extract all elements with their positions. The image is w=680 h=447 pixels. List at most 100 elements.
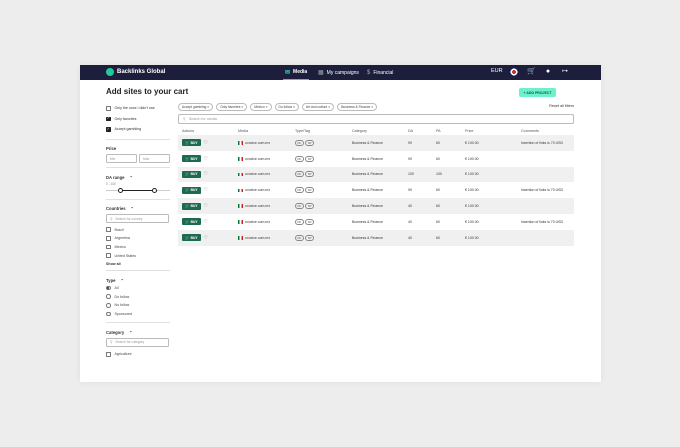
heart-icon[interactable]: ♡ <box>203 139 209 146</box>
buy-button[interactable]: 🛒 BUY <box>182 139 201 147</box>
da-range-header[interactable]: DA range ⌃ <box>106 175 170 180</box>
buy-button[interactable]: 🛒 BUY <box>182 170 201 178</box>
results-panel: Accept gambling × Only favorites × Mexic… <box>178 103 574 246</box>
media-link[interactable]: ovoxice.com.mx <box>245 188 271 193</box>
nav-financial[interactable]: $ Financial <box>365 65 395 80</box>
col-price[interactable]: Price <box>465 129 474 133</box>
country-option[interactable]: Argentina <box>106 234 170 243</box>
col-comments[interactable]: Comments <box>521 129 539 133</box>
buy-button[interactable]: 🛒 BUY <box>182 155 201 163</box>
filter-gambling[interactable]: ✓ Accept gambling <box>106 124 170 135</box>
type-option-no-follow[interactable]: No follow <box>106 301 170 310</box>
media-link[interactable]: ovoxice.com.mx <box>245 219 271 224</box>
buy-button[interactable]: 🛒 BUY <box>182 234 201 242</box>
media-link[interactable]: ovoxice.com.mx <box>245 140 271 145</box>
type-option-do-follow[interactable]: Do follow <box>106 292 170 301</box>
col-da[interactable]: DA <box>408 129 414 133</box>
heart-icon[interactable]: ♡ <box>203 155 209 162</box>
checkbox[interactable] <box>106 352 111 357</box>
brand-logo[interactable]: Backlinks Global <box>106 68 165 76</box>
checkbox[interactable] <box>106 227 111 232</box>
checkbox[interactable] <box>106 253 111 258</box>
media-link[interactable]: ovoxice.com.mx <box>245 156 271 161</box>
checkbox-checked[interactable]: ✓ <box>106 126 111 132</box>
filters-sidebar: Only the once i didn't use ✓ Only favori… <box>106 103 170 359</box>
country-option[interactable]: Mexico <box>106 243 170 252</box>
checkbox[interactable] <box>106 106 111 111</box>
media-link[interactable]: ovoxice.com.mx <box>245 235 271 240</box>
filter-unused[interactable]: Only the once i didn't use <box>106 103 170 114</box>
slider-max-handle[interactable] <box>151 188 157 194</box>
media-cell: ovoxice.com.mx <box>234 182 291 198</box>
nav-media-label: Media <box>293 69 308 75</box>
buy-button[interactable]: 🛒 BUY <box>182 202 201 210</box>
type-tag-cell: DF SP <box>291 135 348 151</box>
user-icon[interactable]: ● <box>545 68 551 75</box>
radio[interactable] <box>106 311 111 317</box>
cart-icon[interactable]: 🛒 <box>527 68 536 75</box>
currency-selector[interactable]: EUR <box>491 68 503 74</box>
language-flag-icon[interactable] <box>510 68 518 76</box>
col-type-tag[interactable]: Type/Tag <box>295 129 310 133</box>
da-range-slider[interactable] <box>106 187 170 195</box>
heart-icon[interactable]: ♡ <box>203 187 209 194</box>
heart-icon[interactable]: ♡ <box>203 218 209 225</box>
type-option-sponsored[interactable]: Sponsored <box>106 310 170 319</box>
mexico-flag-icon <box>238 172 243 177</box>
col-category[interactable]: Category <box>352 129 367 133</box>
country-search-input[interactable]: ⚲ Search for country <box>106 214 169 224</box>
price-min-input[interactable]: Min <box>106 154 137 164</box>
filter-chip[interactable]: Only favorites × <box>216 103 248 111</box>
filter-chip[interactable]: Business & Finance × <box>337 103 378 111</box>
buy-button[interactable]: 🛒 BUY <box>182 218 201 226</box>
heart-icon[interactable]: ♡ <box>203 234 209 241</box>
filter-chip[interactable]: Accept gambling × <box>178 103 214 111</box>
actions-cell: 🛒 BUY ♡ <box>178 214 234 230</box>
checkbox[interactable] <box>106 236 111 241</box>
media-link[interactable]: ovoxice.com.mx <box>245 172 271 177</box>
nav-my-campaigns[interactable]: ▦ My campaigns <box>316 65 361 80</box>
filter-chip[interactable]: Do follow × <box>274 103 299 111</box>
country-option[interactable]: United States <box>106 251 170 260</box>
filter-favorites[interactable]: ✓ Only favorites <box>106 114 170 125</box>
radio[interactable] <box>106 294 111 299</box>
filter-chip[interactable]: Art and culture × <box>301 103 335 111</box>
pa-cell: 60 <box>432 135 461 151</box>
category-header[interactable]: Category ⌃ <box>106 330 170 335</box>
radio-selected[interactable] <box>106 285 111 291</box>
chevron-up-icon: ⌃ <box>120 277 124 283</box>
heart-icon[interactable]: ♡ <box>203 203 209 210</box>
checkbox-label: Only favorites <box>114 116 137 121</box>
radio[interactable] <box>106 303 111 308</box>
col-media[interactable]: Media <box>238 129 249 133</box>
type-option-all[interactable]: All <box>106 284 170 293</box>
show-all-countries-link[interactable]: Show all <box>106 262 121 267</box>
active-filter-chips: Accept gambling × Only favorites × Mexic… <box>178 103 574 111</box>
actions-cell: 🛒 BUY ♡ <box>178 135 234 151</box>
checkbox[interactable] <box>106 244 111 250</box>
media-search-input[interactable]: ⚲ Search for media <box>178 114 574 124</box>
media-link[interactable]: ovoxice.com.mx <box>245 204 271 209</box>
price-max-input[interactable]: Max <box>139 154 170 164</box>
buy-button[interactable]: 🛒 BUY <box>182 186 201 194</box>
mexico-flag-icon <box>238 157 243 161</box>
slider-min-handle[interactable] <box>117 188 123 194</box>
reset-filters-link[interactable]: Reset all filters <box>549 104 574 108</box>
type-tag-cell: DF SP <box>291 198 348 214</box>
type-tag-pill: SP <box>305 139 314 146</box>
nav-media[interactable]: ✉ Media <box>283 65 310 80</box>
checkbox-checked[interactable]: ✓ <box>106 116 111 121</box>
add-project-button[interactable]: + ADD PROJECT <box>519 88 556 97</box>
filter-chip[interactable]: Mexico × <box>250 103 272 111</box>
logout-icon[interactable]: ↦ <box>562 68 568 75</box>
table-row: 🛒 BUY ♡ ovoxice.com.mx DF SP Business & Financ… <box>178 229 574 246</box>
type-tag-pill: SP <box>305 234 314 241</box>
country-option[interactable]: Brazil <box>106 225 170 234</box>
category-search-input[interactable]: ⚲ Search for category <box>106 337 169 347</box>
category-option[interactable]: Agriculture <box>106 350 170 359</box>
type-header[interactable]: Type ⌃ <box>106 278 170 283</box>
countries-header[interactable]: Countries ⌃ <box>106 206 170 211</box>
heart-icon[interactable]: ♡ <box>203 171 209 178</box>
col-actions[interactable]: Actions <box>182 129 195 133</box>
col-pa[interactable]: PA <box>436 129 441 133</box>
